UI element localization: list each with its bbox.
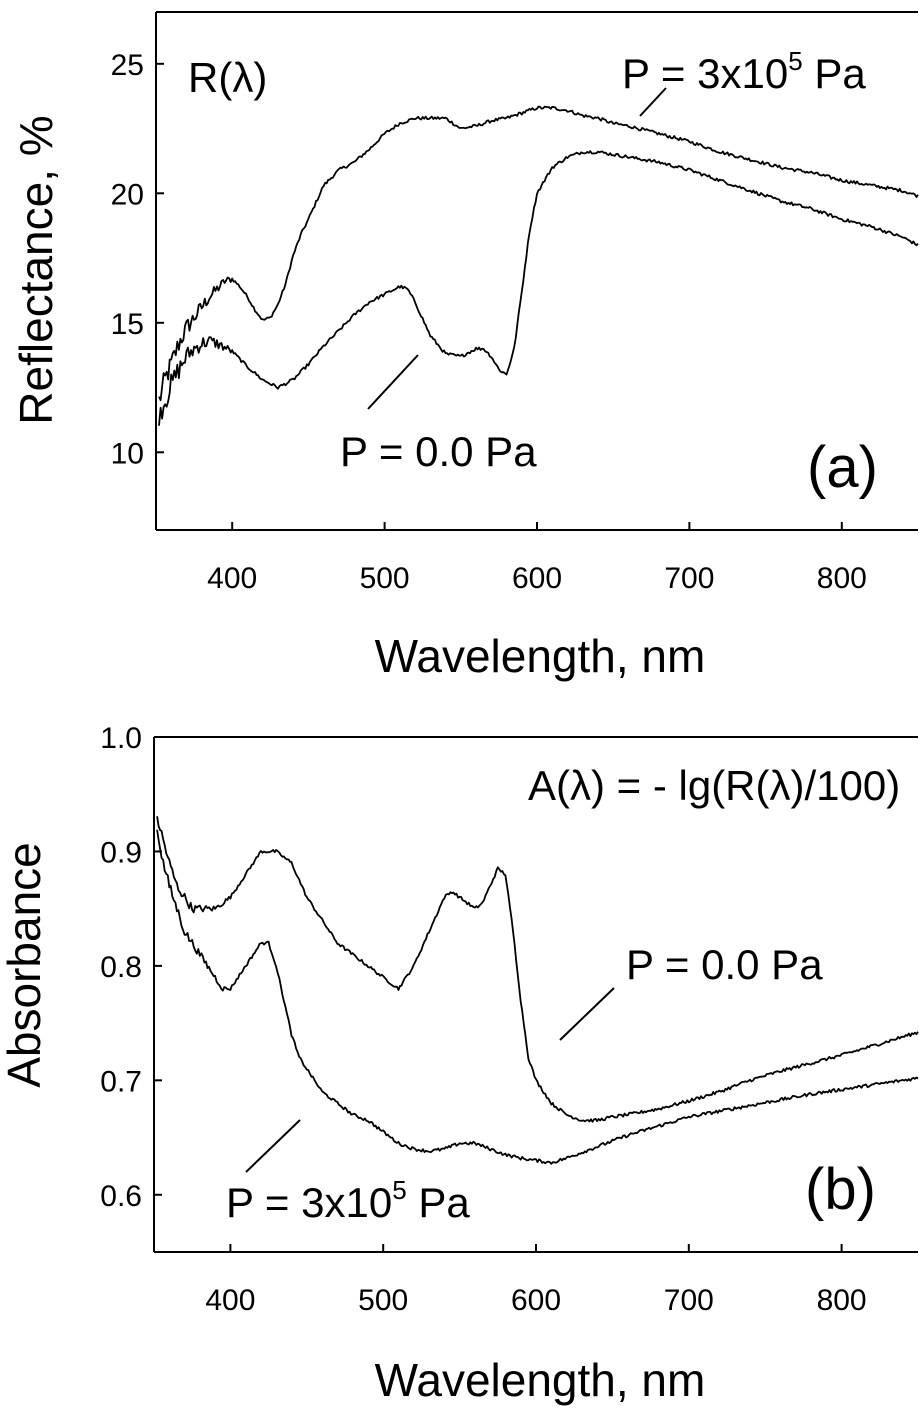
reflectance-leader-high-pressure [639,87,667,117]
reflectance-series-label-zero-pressure: P = 0.0 Pa [340,428,537,475]
absorbance-series-line-1 [156,816,919,1123]
absorbance-x-tick-label: 400 [205,1284,255,1317]
reflectance-x-tick-label: 600 [512,562,562,595]
absorbance-x-tick-label: 500 [358,1284,408,1317]
absorbance-panel-label: (b) [805,1157,876,1222]
label-text: P = 3x10 [226,1179,392,1226]
absorbance-series-line-2 [156,829,919,1165]
absorbance-axes: 400 500 600 700 800 0.6 0.7 0.8 0.9 1.0 [100,722,918,1317]
reflectance-panel-label: (a) [807,435,878,500]
reflectance-series-line-2 [158,150,919,426]
reflectance-x-tick-label: 700 [664,562,714,595]
absorbance-series-label-zero-pressure: P = 0.0 Pa [626,941,823,988]
reflectance-y-tick-label: 20 [111,178,144,211]
absorbance-y-tick-label: 0.9 [100,836,142,869]
absorbance-y-tick-label: 0.7 [100,1065,142,1098]
reflectance-y-tick-label: 10 [111,437,144,470]
absorbance-series-layer [156,816,919,1165]
absorbance-y-tick-label: 1.0 [100,722,142,755]
reflectance-axes: 400 500 600 700 800 10 15 20 25 [111,11,918,595]
absorbance-panel: 400 500 600 700 800 0.6 0.7 0.8 0.9 1.0 Wavelengt… [0,722,919,1406]
reflectance-y-tick-label: 25 [111,49,144,82]
reflectance-series-line-1 [158,105,919,402]
absorbance-x-tick-label: 600 [511,1284,561,1317]
absorbance-x-tick-label: 700 [664,1284,714,1317]
reflectance-leader-zero-pressure [367,354,419,410]
reflectance-y-tick-label: 15 [111,308,144,341]
reflectance-x-axis-title: Wavelength, nm [375,630,706,682]
label-suffix: Pa [803,50,867,97]
absorbance-y-axis-title: Absorbance [0,842,50,1088]
reflectance-series-label-high-pressure: P = 3x105 Pa [622,46,866,97]
absorbance-y-tick-label: 0.8 [100,951,142,984]
absorbance-x-tick-label: 800 [817,1284,867,1317]
reflectance-x-tick-label: 400 [207,562,257,595]
absorbance-y-tick-label: 0.6 [100,1180,142,1213]
reflectance-corner-label: R(λ) [188,54,267,101]
reflectance-x-tick-label: 500 [360,562,410,595]
absorbance-x-axis-title: Wavelength, nm [375,1354,706,1406]
absorbance-formula: A(λ) = - lg(R(λ)/100) [528,762,900,809]
absorbance-leader-high-pressure [245,1119,301,1173]
label-superscript: 5 [788,46,802,76]
reflectance-panel: 400 500 600 700 800 10 15 20 25 Wavelength, nm R… [10,11,919,682]
reflectance-x-tick-label: 800 [817,562,867,595]
reflectance-y-axis-title: Reflectance, % [10,115,62,424]
absorbance-leader-zero-pressure [559,987,615,1041]
reflectance-series-layer [158,105,919,426]
label-superscript: 5 [392,1175,406,1205]
label-text: P = 3x10 [622,50,788,97]
label-suffix: Pa [407,1179,471,1226]
absorbance-series-label-high-pressure: P = 3x105 Pa [226,1175,470,1226]
